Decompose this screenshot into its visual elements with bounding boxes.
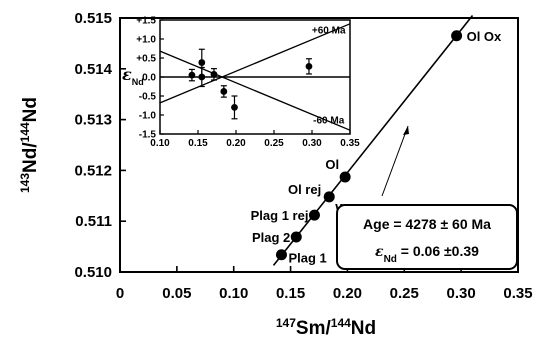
inset-x-tick-label: 0.20 — [226, 138, 246, 149]
x-axis-title-sup1: 147 — [276, 316, 296, 330]
main-data-point — [451, 30, 463, 42]
inset-y-tick-label: -1.0 — [139, 111, 157, 122]
annotation-epsilon: εNd = 0.06 ±0.39 — [375, 243, 479, 265]
isochron-line — [272, 14, 474, 266]
inset-y-axis-sub: Nd — [132, 77, 144, 87]
inset-reference-label: +60 Ma — [312, 25, 346, 36]
x-axis-title-part1: Sm/ — [296, 318, 332, 339]
annotation-arrow-head — [403, 126, 409, 135]
main-point-label: Plag 1 — [288, 251, 326, 266]
main-x-tick-label: 0.10 — [219, 285, 248, 302]
main-x-tick-label: 0.20 — [333, 285, 362, 302]
inset-x-tick-label: 0.30 — [302, 138, 322, 149]
inset-data-points — [188, 48, 313, 120]
main-point-label: Plag 2 — [252, 230, 290, 245]
main-point-label: Ol — [325, 157, 339, 172]
inset-y-axis-symbol: ε — [122, 65, 132, 84]
inset-data-point — [198, 73, 206, 81]
inset-data-point — [188, 71, 196, 79]
y-axis-title-part2: Nd — [20, 97, 41, 122]
annotation-epsilon-sub: Nd — [384, 254, 397, 265]
main-data-point — [308, 209, 320, 221]
annotation-box — [336, 204, 518, 270]
inset-data-point — [198, 59, 206, 66]
main-y-tick-label: 0.515 — [74, 10, 112, 27]
main-plot-frame — [119, 17, 519, 273]
annotation-age: Age = 4278 ± 60 Ma — [363, 216, 491, 232]
inset-data-point — [220, 88, 228, 95]
main-x-tick-label: 0.25 — [390, 285, 419, 302]
main-point-label: Plag 1 rej — [251, 208, 309, 223]
inset-y-tick-label: +0.5 — [136, 54, 156, 65]
main-y-tick-label: 0.511 — [75, 213, 112, 230]
inset-y-axis-title: εNd — [122, 65, 144, 87]
main-x-ticks: 0 0.05 0.10 0.15 0.20 0.25 0.30 0.35 — [116, 266, 533, 302]
main-x-tick-label: 0 — [116, 285, 124, 302]
y-axis-title-part1: Nd/ — [20, 142, 41, 173]
x-axis-title-part2: Nd — [351, 318, 376, 339]
x-axis-title-sup2: 144 — [331, 316, 351, 330]
main-x-tick-label: 0.30 — [447, 285, 476, 302]
main-data-point — [339, 171, 351, 183]
inset-data-point — [231, 104, 238, 111]
inset-plot: 0.10 0.15 0.20 0.25 0.30 0.35 +1.5 +1.0 +0.5 0.0… — [122, 16, 360, 150]
annotation-epsilon-value: = 0.06 ±0.39 — [397, 243, 479, 259]
main-plot: 0 0.05 0.10 0.15 0.20 0.25 0.30 0.35 0.510 0.511… — [74, 10, 532, 302]
y-axis-title: 143Nd/144Nd — [18, 97, 41, 193]
inset-x-ticks: 0.10 0.15 0.20 0.25 0.30 0.35 — [150, 130, 360, 149]
age-annotation: Age = 4278 ± 60 Ma εNd = 0.06 ±0.39 — [336, 125, 518, 270]
main-y-tick-label: 0.514 — [74, 61, 112, 78]
inset-y-tick-label: +1.0 — [136, 35, 156, 46]
main-data-point — [290, 231, 302, 243]
inset-reference-line — [159, 23, 351, 104]
main-point-label: Ol Ox — [467, 29, 502, 44]
annotation-leader-line — [381, 125, 409, 197]
main-y-tick-label: 0.513 — [74, 112, 112, 129]
x-axis-title: 147Sm/144Nd — [276, 316, 376, 339]
inset-x-tick-label: 0.10 — [150, 138, 170, 149]
inset-y-ticks: +1.5 +1.0 +0.5 0.0 -0.5 -1.0 -1.5 — [136, 16, 164, 141]
main-x-tick-label: 0.35 — [503, 285, 532, 302]
main-point-label: Ol rej — [288, 182, 321, 197]
main-data-point — [323, 191, 335, 203]
inset-x-tick-label: 0.15 — [188, 138, 208, 149]
main-y-tick-label: 0.512 — [74, 162, 112, 179]
main-data-points — [275, 30, 463, 261]
annotation-epsilon-symbol: ε — [375, 244, 384, 260]
main-y-ticks: 0.510 0.511 0.512 0.513 0.514 0.515 — [74, 10, 126, 281]
inset-y-tick-label: -0.5 — [139, 92, 157, 103]
y-axis-title-sup1: 143 — [18, 173, 32, 193]
inset-y-tick-label: -1.5 — [139, 130, 157, 141]
main-y-tick-label: 0.510 — [74, 264, 112, 281]
inset-x-tick-label: 0.35 — [340, 138, 360, 149]
inset-y-tick-label: +1.5 — [136, 16, 156, 27]
inset-reference-lines: +60 Ma -60 Ma — [159, 23, 351, 131]
inset-reference-label: -60 Ma — [313, 115, 345, 126]
inset-data-point — [305, 62, 313, 70]
inset-x-tick-label: 0.25 — [264, 138, 284, 149]
inset-data-point — [210, 70, 218, 78]
inset-reference-line — [159, 50, 351, 131]
y-axis-title-sup2: 144 — [18, 122, 32, 142]
main-x-tick-label: 0.05 — [162, 285, 191, 302]
main-data-point — [275, 249, 287, 261]
inset-y-tick-label: 0.0 — [142, 73, 156, 84]
main-x-tick-label: 0.15 — [276, 285, 305, 302]
